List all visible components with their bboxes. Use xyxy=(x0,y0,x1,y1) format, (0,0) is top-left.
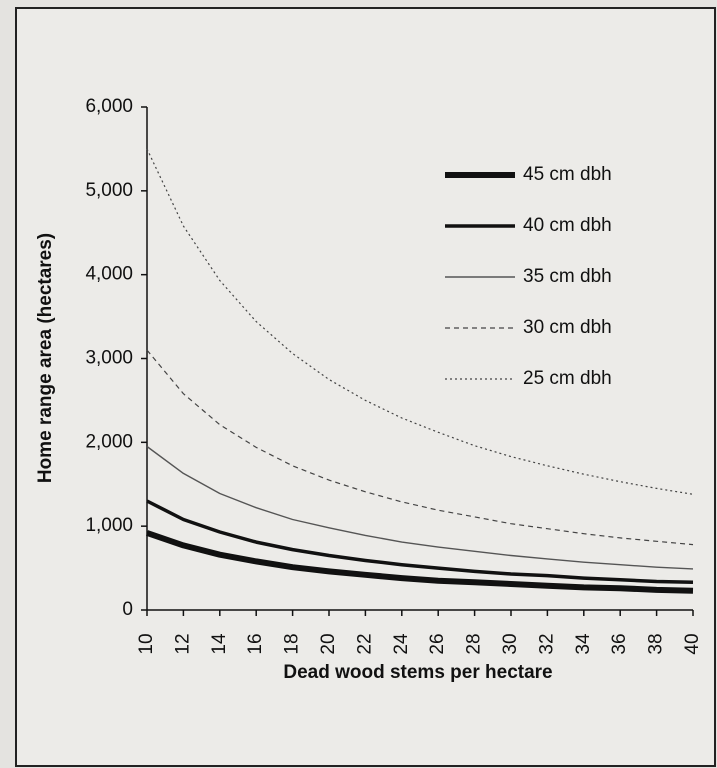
x-tick-label: 10 xyxy=(136,633,157,654)
x-tick-label: 32 xyxy=(536,633,557,654)
y-axis-title: Home range area (hectares) xyxy=(35,233,56,483)
y-tick-label: 3,000 xyxy=(85,348,133,369)
x-tick-label: 36 xyxy=(609,633,630,654)
series-line xyxy=(146,349,694,546)
series-line xyxy=(146,530,694,594)
legend-label: 25 cm dbh xyxy=(523,368,612,389)
x-tick-label: 18 xyxy=(282,633,303,654)
y-tick-label: 2,000 xyxy=(85,431,133,452)
x-tick-label: 22 xyxy=(354,633,375,654)
x-tick-label: 14 xyxy=(209,633,230,655)
legend-label: 45 cm dbh xyxy=(523,164,612,185)
legend-label: 40 cm dbh xyxy=(523,215,612,236)
y-tick-label: 0 xyxy=(122,599,133,620)
x-tick-label: 12 xyxy=(172,633,193,654)
x-tick-label: 26 xyxy=(427,633,448,654)
x-tick-label: 38 xyxy=(646,633,667,654)
legend-label: 35 cm dbh xyxy=(523,266,612,287)
series-line xyxy=(146,499,694,585)
x-tick-label: 28 xyxy=(464,633,485,654)
y-tick-label: 5,000 xyxy=(85,180,133,201)
x-tick-label: 40 xyxy=(682,633,703,654)
y-tick-label: 6,000 xyxy=(85,96,133,117)
y-tick-label: 1,000 xyxy=(85,515,133,536)
series-line xyxy=(146,445,694,570)
x-tick-label: 34 xyxy=(573,633,594,655)
x-tick-label: 30 xyxy=(500,633,521,654)
x-tick-label: 20 xyxy=(318,633,339,654)
x-axis-title: Dead wood stems per hectare xyxy=(283,662,552,683)
frame xyxy=(15,7,716,767)
x-tick-label: 16 xyxy=(245,633,266,654)
x-tick-label: 24 xyxy=(391,633,412,655)
series-line xyxy=(146,148,694,495)
y-tick-label: 4,000 xyxy=(85,264,133,285)
legend-label: 30 cm dbh xyxy=(523,317,612,338)
